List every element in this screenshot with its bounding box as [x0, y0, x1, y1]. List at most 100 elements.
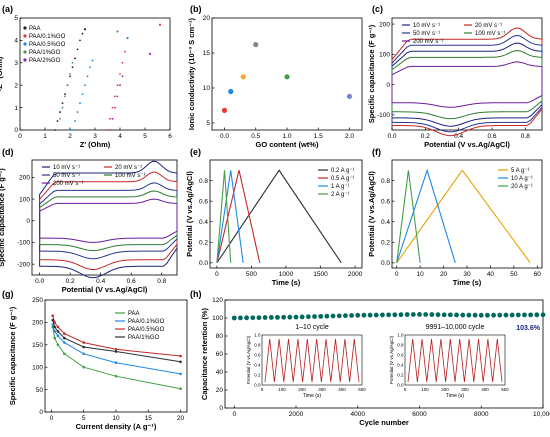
y-tick-label: 0 [386, 82, 390, 89]
y-tick-label: 0.0 [199, 260, 208, 267]
data-point [79, 102, 81, 105]
x-tick-label: 1.0 [282, 133, 291, 140]
y-tick-label: -200 [17, 261, 30, 268]
panel-label: (d) [2, 147, 14, 157]
data-point [74, 57, 76, 60]
x-tick-label: 0.6 [127, 278, 136, 285]
x-axis-label: Current density (A g⁻¹) [76, 422, 157, 431]
x-tick-label: 1500 [313, 271, 328, 278]
x-tick-label: 20 [440, 271, 448, 278]
data-point [56, 325, 60, 329]
x-tick-label: 500 [246, 271, 257, 278]
data-point [392, 312, 398, 318]
data-point [64, 95, 66, 98]
data-point [81, 93, 84, 96]
y-tick-label: 100 [32, 364, 43, 371]
inset-y-tick-label: 0.8 [254, 343, 261, 348]
legend-entry: 100 mV s⁻¹ [115, 173, 146, 179]
data-point [179, 372, 182, 376]
x-tick-label: 5 [143, 133, 147, 140]
x-tick-label: 0 [395, 271, 399, 278]
data-point [109, 117, 111, 120]
x-axis-label: Potential (V vs.Ag/AgCl) [62, 285, 148, 294]
data-point [56, 343, 60, 347]
x-axis-label: Time (s) [272, 278, 301, 287]
data-point [522, 312, 527, 318]
x-tick-label: 40 [487, 271, 495, 278]
inset-x-tick-label: 0 [404, 387, 407, 392]
y-tick-label: 0.2 [381, 239, 390, 246]
data-point [361, 312, 367, 318]
data-point [231, 315, 237, 321]
y-tick-label: 60 [216, 351, 224, 358]
data-point [71, 129, 74, 131]
x-tick-label: 4000 [351, 411, 366, 418]
data-point [109, 129, 111, 131]
inset-y-tick-label: 0.6 [397, 353, 404, 358]
data-point [441, 312, 447, 318]
data-point [56, 120, 59, 122]
data-point [82, 365, 86, 369]
data-point [71, 66, 74, 69]
x-tick-label: 0 [18, 133, 22, 140]
inset-title: 1–10 cycle [295, 324, 329, 331]
data-point [346, 93, 353, 99]
legend-entry: 0.2 A g⁻¹ [331, 168, 355, 174]
gcd-curve [216, 170, 261, 263]
data-point [417, 312, 422, 317]
data-point [355, 312, 361, 318]
y-tick-label: 5 [206, 120, 210, 127]
data-point [116, 30, 119, 33]
panel-label: (h) [190, 289, 202, 299]
data-point [179, 354, 182, 358]
data-point [318, 313, 324, 319]
data-point [497, 312, 503, 318]
data-point [343, 313, 348, 319]
data-point [478, 312, 484, 318]
data-point [148, 52, 152, 55]
y-axis-label: Capacitance retention (%) [200, 307, 209, 400]
data-point [503, 312, 509, 318]
inset-x-tick-label: 200 [441, 387, 449, 392]
data-point [66, 84, 69, 87]
x-tick-label: 30 [463, 271, 471, 278]
y-tick-label: 250 [32, 297, 43, 304]
data-point [515, 312, 521, 318]
data-point [121, 61, 124, 64]
data-point [76, 48, 79, 51]
data-point [435, 312, 441, 318]
data-point [114, 361, 118, 365]
y-tick-label: 0.8 [381, 178, 390, 185]
plot-frame [211, 17, 363, 131]
y-tick-label: 20 [203, 15, 211, 22]
cv-curve [391, 42, 543, 127]
data-point [114, 347, 118, 351]
data-point [287, 314, 293, 320]
x-axis-label: Potential (V vs.Ag/AgCl) [424, 140, 510, 149]
data-point [64, 93, 66, 96]
y-tick-label: 0.4 [381, 219, 390, 226]
x-tick-label: 1.5 [314, 133, 323, 140]
data-point [124, 50, 126, 53]
y-axis-label: Potential (V vs.Ag/AgCl) [367, 171, 376, 257]
cv-curve [39, 160, 178, 279]
cv-curve [39, 190, 178, 251]
data-point [534, 312, 540, 318]
x-tick-label: 6 [168, 133, 172, 140]
inset-gcd-curve [264, 338, 360, 383]
legend-entry: PAA/0.1%GO [128, 319, 165, 325]
y-tick-label: 0.8 [199, 178, 208, 185]
x-tick-label: 0 [50, 415, 54, 422]
inset-y-tick-label: 1.0 [254, 333, 261, 338]
legend-marker [23, 58, 27, 62]
data-point [114, 350, 118, 353]
x-axis-label: GO content (wt%) [256, 140, 319, 149]
x-tick-label: 10 [112, 415, 120, 422]
y-tick-label: 0.2 [199, 239, 208, 246]
x-axis-label: Z' (Ohm) [80, 140, 111, 149]
inset-y-tick-label: 0.0 [254, 383, 261, 388]
x-tick-label: 0.8 [521, 133, 530, 140]
data-point [179, 387, 182, 391]
y-tick-label: 200 [19, 175, 30, 182]
cv-curve [39, 198, 178, 243]
